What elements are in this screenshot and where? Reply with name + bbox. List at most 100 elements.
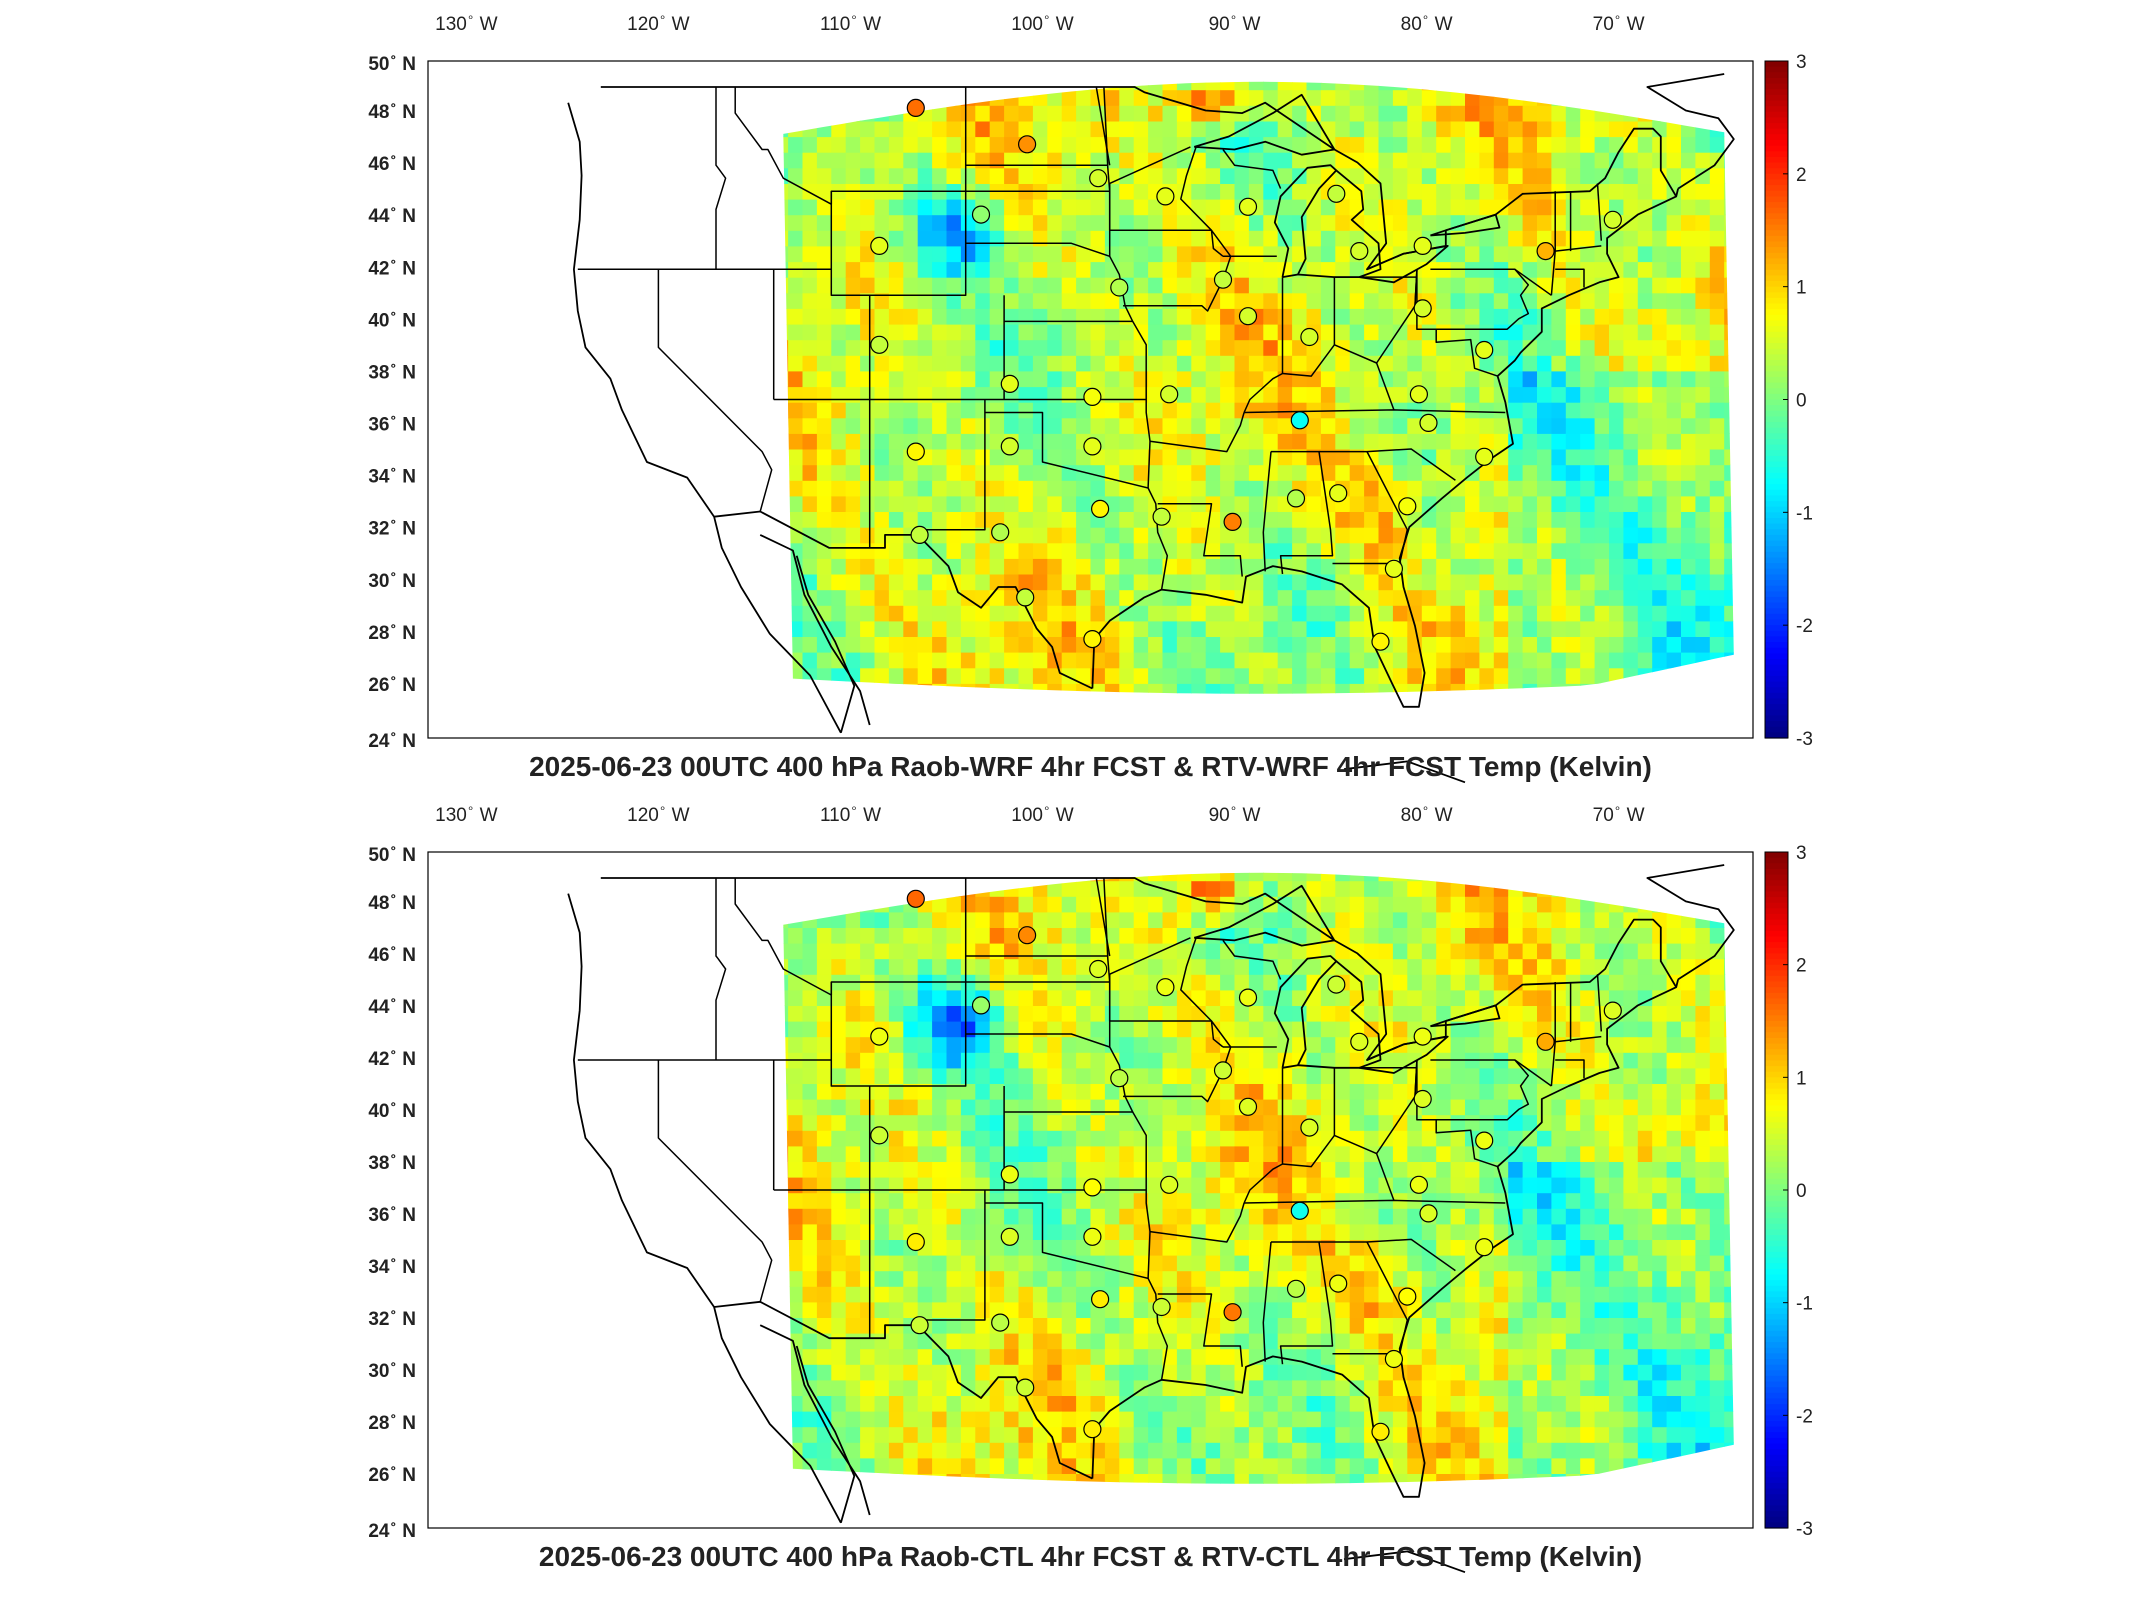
- raob-station-marker: [1398, 497, 1417, 516]
- longitude-tick-label: 120∘ W: [627, 10, 689, 35]
- raob-station-marker: [1083, 437, 1102, 456]
- border-erie: [1359, 244, 1449, 284]
- state-border: [915, 1190, 986, 1321]
- raob-station-marker: [1238, 197, 1258, 216]
- latitude-tick-label: 48∘ N: [368, 889, 416, 914]
- border-superior: [1193, 884, 1336, 947]
- raob-station-marker: [1016, 1378, 1035, 1397]
- state-border: [1210, 230, 1224, 257]
- raob-station-marker: [1371, 1422, 1390, 1441]
- border-cuba: [1343, 1550, 1466, 1574]
- border-gulfCal: [759, 534, 871, 726]
- raob-station-marker: [1213, 1061, 1233, 1080]
- raob-station-marker: [910, 1316, 929, 1335]
- state-border: [1157, 502, 1243, 577]
- longitude-tick-label: 70∘ W: [1593, 801, 1645, 826]
- raob-station-marker: [906, 98, 925, 118]
- state-border: [1271, 450, 1334, 575]
- raob-station-marker: [1156, 187, 1175, 206]
- raob-station-marker: [1475, 1238, 1494, 1257]
- raob-station-marker: [971, 996, 991, 1015]
- raob-station-marker: [1152, 507, 1171, 526]
- state-border: [1375, 1153, 1395, 1201]
- latitude-tick-label: 44∘ N: [368, 993, 416, 1018]
- raob-station-marker: [1603, 1001, 1622, 1020]
- raob-station-marker: [906, 1232, 925, 1252]
- border-superior: [1193, 93, 1336, 156]
- latitude-tick-label: 26∘ N: [368, 1461, 416, 1486]
- border-westCoast: [567, 102, 842, 734]
- state-border: [1282, 344, 1336, 377]
- raob-station-marker: [1089, 169, 1108, 188]
- state-border: [657, 1060, 773, 1302]
- latitude-tick-label: 36∘ N: [368, 1201, 416, 1226]
- axes-frame: [427, 60, 1754, 739]
- raob-station-marker: [1017, 135, 1037, 154]
- raob-station-marker: [1603, 210, 1622, 229]
- longitude-tick-label: 70∘ W: [1593, 10, 1645, 35]
- raob-station-marker: [1160, 1175, 1179, 1194]
- state-border: [1157, 1293, 1243, 1367]
- raob-station-marker: [1238, 1097, 1258, 1116]
- colorbar-tick-label: -2: [1796, 616, 1813, 637]
- raob-station-marker: [1290, 411, 1309, 430]
- raob-station-marker: [1213, 270, 1233, 289]
- raob-station-marker: [906, 442, 925, 461]
- state-border: [1262, 1241, 1272, 1362]
- raob-station-marker: [1350, 242, 1369, 261]
- raob-station-marker: [1223, 512, 1242, 532]
- colorbar-tick-label: 3: [1796, 52, 1807, 73]
- latitude-tick-label: 40∘ N: [368, 306, 416, 331]
- state-border: [1514, 268, 1552, 296]
- colorbar-tick-label: 2: [1796, 956, 1807, 977]
- raob-station-marker: [1371, 632, 1390, 651]
- raob-station-marker: [1327, 975, 1346, 994]
- latitude-tick-label: 50∘ N: [368, 50, 416, 75]
- raob-station-marker: [870, 1126, 889, 1145]
- colorbar-tick-label: -2: [1796, 1406, 1813, 1427]
- latitude-tick-label: 26∘ N: [368, 671, 416, 696]
- border-gulfCoast: [1091, 979, 1679, 1498]
- raob-station-marker: [1419, 1204, 1438, 1223]
- raob-station-marker: [910, 525, 929, 545]
- raob-station-marker: [1223, 1303, 1242, 1322]
- panel-title: 2025-06-23 00UTC 400 hPa Raob-CTL 4hr FC…: [539, 1541, 1642, 1572]
- longitude-tick-label: 100∘ W: [1011, 801, 1073, 826]
- state-border: [1132, 321, 1147, 400]
- raob-station-marker: [1384, 559, 1404, 578]
- border-erie: [1359, 1035, 1449, 1074]
- state-border: [1282, 1134, 1336, 1168]
- state-border: [1319, 1238, 1456, 1272]
- border-ontario: [1430, 1004, 1501, 1028]
- latitude-tick-label: 24∘ N: [368, 1517, 416, 1542]
- state-border: [1332, 451, 1409, 565]
- raob-station-marker: [1300, 327, 1319, 347]
- latitude-tick-label: 32∘ N: [368, 1305, 416, 1330]
- longitude-tick-label: 80∘ W: [1401, 801, 1453, 826]
- colorbar-tick-label: 1: [1796, 278, 1807, 299]
- latitude-tick-label: 46∘ N: [368, 941, 416, 966]
- latitude-tick-label: 48∘ N: [368, 98, 416, 123]
- raob-station-marker: [1413, 1027, 1432, 1046]
- raob-station-marker: [1384, 1349, 1404, 1369]
- latitude-tick-label: 28∘ N: [368, 619, 416, 644]
- state-border: [1222, 149, 1282, 189]
- raob-station-marker: [1090, 1290, 1110, 1309]
- state-border: [1145, 399, 1151, 489]
- latitude-tick-label: 42∘ N: [368, 254, 416, 279]
- state-border: [1435, 329, 1498, 377]
- state-border: [1222, 939, 1282, 980]
- colorbar-tick-label: -1: [1796, 503, 1813, 524]
- border-canadaEast: [1646, 864, 1735, 981]
- border-baja: [795, 1345, 856, 1524]
- latitude-tick-label: 28∘ N: [368, 1409, 416, 1434]
- raob-station-marker: [1238, 307, 1258, 326]
- state-border: [1414, 1059, 1418, 1097]
- raob-station-marker: [1152, 1297, 1171, 1317]
- raob-station-marker: [1300, 1118, 1319, 1137]
- raob-station-marker: [1286, 1279, 1306, 1298]
- state-border: [1108, 146, 1191, 231]
- state-border: [915, 399, 986, 531]
- state-border: [1132, 1111, 1147, 1190]
- raob-station-marker: [1000, 374, 1019, 393]
